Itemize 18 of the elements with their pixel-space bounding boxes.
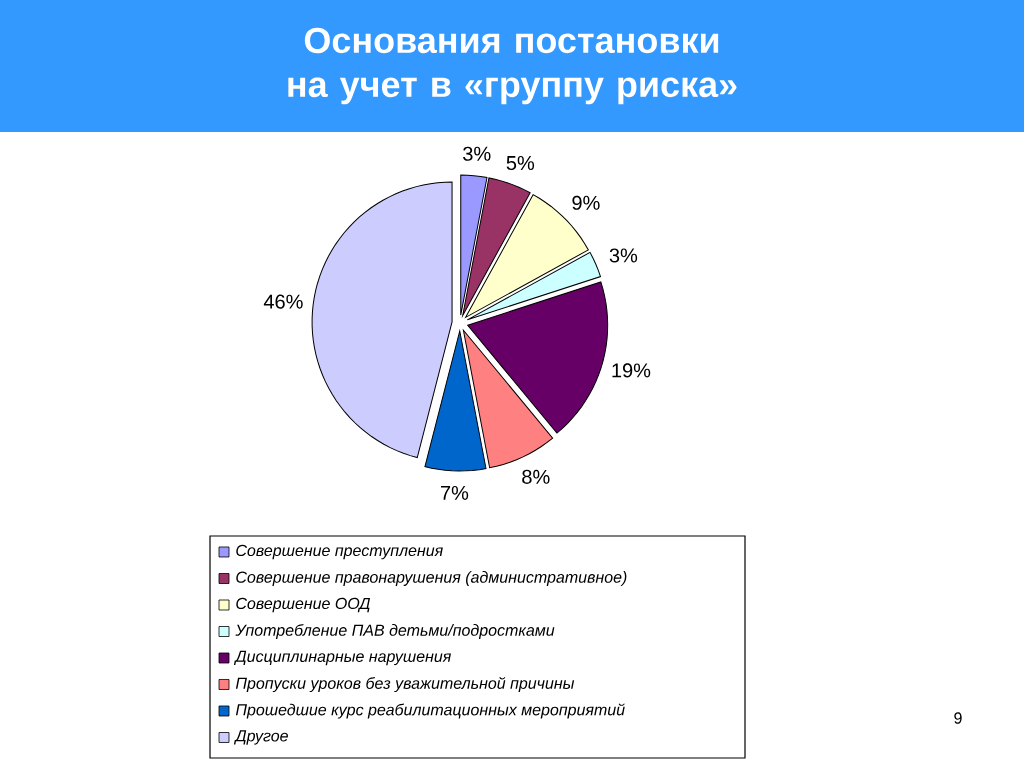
data-label: 5% <box>506 156 535 171</box>
legend-label: Совершение преступления <box>236 544 443 560</box>
text: 9 <box>954 712 962 724</box>
legend-label: Дисциплинарные нарушения <box>233 650 451 666</box>
data-label: 3% <box>609 248 638 263</box>
data-label: 19% <box>612 363 651 378</box>
data-label: 7% <box>440 485 469 500</box>
legend-label: Совершение правонарушения (административное) <box>236 571 627 586</box>
data-label: 9% <box>572 195 600 210</box>
legend-label: Другое <box>233 730 288 745</box>
legend-label: Прошедшие курс реабилитационных мероприятий <box>235 703 625 719</box>
data-label: 3% <box>463 146 491 161</box>
data-label: 46% <box>263 294 303 309</box>
legend-label: Пропуски уроков без уважительной причины <box>235 676 575 693</box>
legend-label: Совершение ООД <box>236 597 371 613</box>
chart-title: Основания постановки на учет в «группу риска» <box>288 27 737 105</box>
legend-label: Употребление ПАВ детьми/подростками <box>235 623 555 640</box>
data-label: 8% <box>522 469 550 484</box>
